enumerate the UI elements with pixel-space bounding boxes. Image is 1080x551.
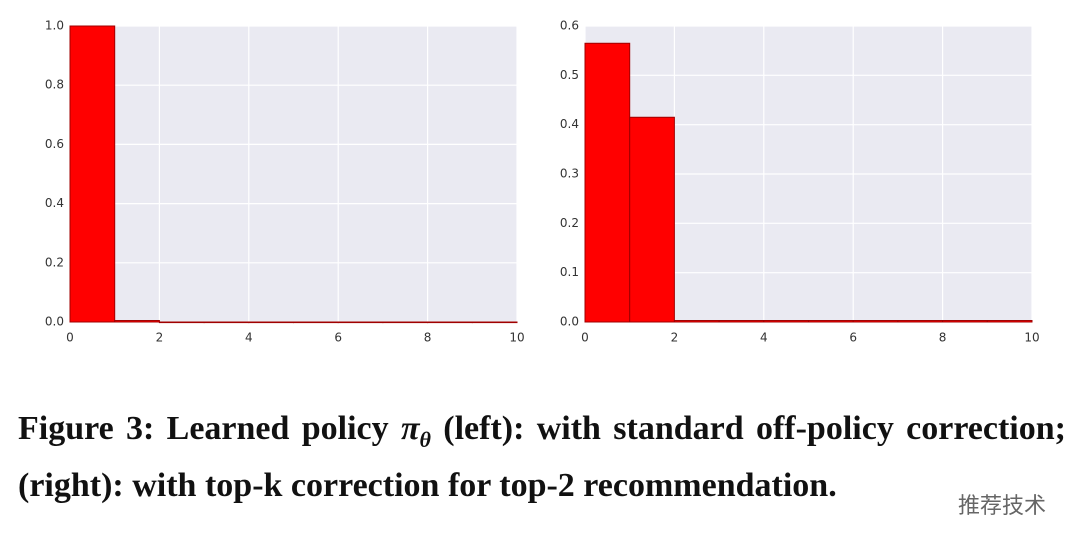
y-tick-label: 0.6 [560, 19, 579, 33]
x-tick-label: 4 [245, 331, 253, 345]
bar [763, 320, 809, 323]
bar [471, 321, 518, 324]
bar [337, 321, 384, 324]
caption: Figure 3: Learned policy πθ (left): with… [18, 406, 1066, 509]
y-tick-label: 0.4 [560, 117, 579, 131]
y-tick-label: 0.5 [560, 68, 579, 82]
caption-rest: (left): with standard off-policy correct… [18, 410, 1066, 504]
bar [427, 321, 473, 324]
bar [584, 42, 631, 323]
bar [158, 321, 205, 324]
bar [897, 320, 944, 323]
bar [673, 320, 720, 323]
y-tick-label: 1.0 [45, 19, 64, 33]
y-tick-label: 0.8 [45, 78, 64, 92]
bar [942, 320, 988, 323]
charts: 0.0 0.2 0.4 0.6 0.8 1.0 0 2 4 6 8 10 0.0 0.1 0.2 0.3 0.4… [45, 19, 1040, 345]
bar [986, 320, 1033, 323]
watermark: 推荐技术 [957, 494, 1046, 519]
y-tick-label: 0.2 [45, 255, 64, 269]
y-tick-label: 0.0 [45, 315, 64, 329]
y-tick-label: 0.1 [560, 265, 579, 279]
caption-symbol: π [400, 410, 420, 447]
y-tick-label: 0.2 [560, 216, 579, 230]
x-tick-label: 8 [424, 331, 432, 345]
x-tick-label: 2 [671, 331, 679, 345]
plot-area [70, 26, 517, 322]
bar [808, 320, 854, 323]
x-tick-label: 4 [760, 331, 768, 345]
x-tick-label: 2 [156, 331, 164, 345]
bar [382, 321, 429, 324]
bar [248, 321, 295, 324]
bar [293, 321, 339, 324]
bar [69, 25, 116, 323]
bar [629, 116, 675, 323]
x-tick-label: 8 [939, 331, 947, 345]
x-tick-label: 0 [66, 331, 74, 345]
y-tick-label: 0.0 [560, 315, 579, 329]
y-tick-label: 0.6 [45, 137, 64, 151]
caption-subscript: θ [419, 426, 431, 452]
bar [114, 320, 160, 323]
x-tick-label: 0 [581, 331, 589, 345]
x-tick-label: 6 [334, 331, 342, 345]
bar [203, 321, 250, 324]
x-tick-label: 6 [849, 331, 857, 345]
x-tick-label: 10 [1024, 331, 1039, 345]
bar [852, 320, 899, 323]
y-tick-label: 0.4 [45, 196, 64, 210]
x-tick-label: 10 [509, 331, 524, 345]
y-tick-label: 0.3 [560, 167, 579, 181]
bar [718, 320, 765, 323]
caption-prefix: Figure 3: Learned policy [18, 410, 401, 447]
